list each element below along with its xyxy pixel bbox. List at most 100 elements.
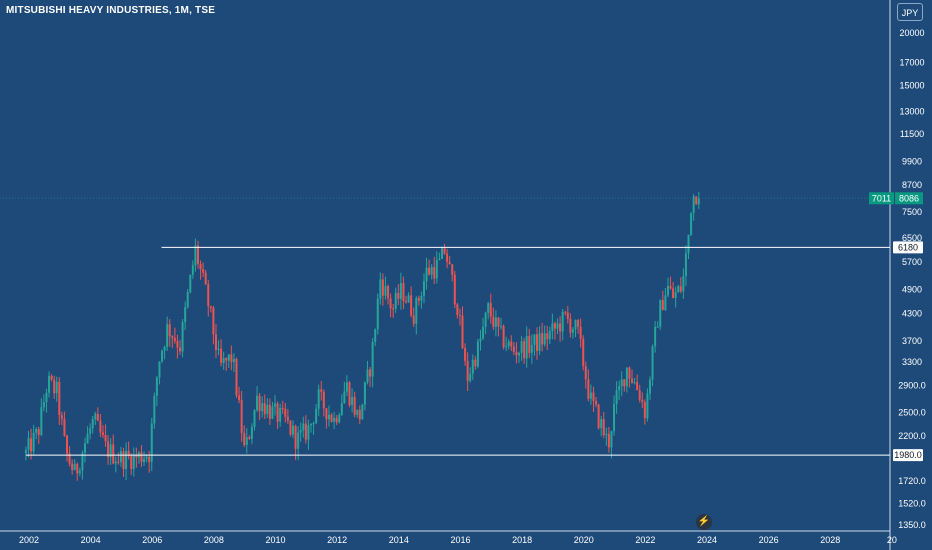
candle-body <box>597 404 600 429</box>
candle-body <box>181 322 184 352</box>
candle-body <box>276 403 279 422</box>
candle-body <box>214 334 217 350</box>
candle-body <box>312 423 315 425</box>
candle-body <box>335 418 338 423</box>
candle-body <box>125 450 128 469</box>
candle-body <box>227 354 230 361</box>
candle-body <box>320 389 323 392</box>
candle-body <box>415 298 418 324</box>
candle-body <box>361 404 364 420</box>
candle-body <box>577 320 580 327</box>
candle-body <box>528 336 531 353</box>
tradingview-logo-icon[interactable]: ⚡ <box>696 514 712 530</box>
candle-body <box>240 400 243 433</box>
candle-body <box>551 323 554 332</box>
candle-body <box>268 404 271 419</box>
candle-body <box>461 315 464 349</box>
candle-body <box>232 358 235 363</box>
candle-body <box>258 395 261 412</box>
candle-body <box>564 311 567 313</box>
candle-body <box>209 306 212 308</box>
candle-body <box>263 403 266 415</box>
candle-body <box>73 463 76 471</box>
candle-body <box>520 341 523 353</box>
candle-body <box>81 452 84 471</box>
x-tick-label: 2020 <box>574 535 594 545</box>
y-tick-label: 6500 <box>902 233 922 243</box>
candle-body <box>692 196 695 213</box>
candle-body <box>489 303 492 317</box>
candle-body <box>438 258 441 260</box>
candle-body <box>304 423 307 440</box>
y-tick-label: 2500.0 <box>898 408 926 418</box>
candle-body <box>155 377 158 397</box>
candle-body <box>338 414 341 423</box>
candle-body <box>235 358 238 396</box>
candle-body <box>24 449 27 454</box>
candle-body <box>99 420 102 433</box>
candle-body <box>166 324 169 347</box>
candle-body <box>620 379 623 387</box>
candle-body <box>325 408 328 420</box>
candle-body <box>538 333 541 351</box>
candle-body <box>222 358 225 363</box>
currency-button[interactable]: JPY <box>897 3 923 21</box>
ticker-badge <box>869 192 894 205</box>
candle-body <box>600 419 603 429</box>
time-axis[interactable]: 2002 2004 2006 2008 2010 2012 2014 2016 2018 2020… <box>19 535 897 545</box>
candle-body <box>643 402 646 419</box>
candle-body <box>399 282 402 299</box>
candle-body <box>94 413 97 420</box>
candle-body <box>525 336 528 359</box>
candle-body <box>119 451 122 463</box>
candle-body <box>91 419 94 429</box>
x-tick-label: 2004 <box>81 535 101 545</box>
candle-body <box>333 418 336 422</box>
candle-body <box>66 435 69 454</box>
candle-body <box>648 379 651 394</box>
level-badge <box>893 241 923 254</box>
candle-body <box>299 430 302 433</box>
candle-body <box>292 425 295 435</box>
candle-body <box>196 245 199 264</box>
candle-body <box>243 432 246 445</box>
candle-body <box>71 463 74 471</box>
candle-body <box>553 323 556 329</box>
candle-body <box>435 259 438 279</box>
candle-body <box>682 276 685 292</box>
y-tick-label: 2900.0 <box>898 380 926 390</box>
candle-body <box>207 284 210 307</box>
candle-body <box>584 366 587 380</box>
candle-body <box>641 399 644 403</box>
candle-body <box>412 315 415 324</box>
candle-body <box>309 423 312 426</box>
candle-body <box>446 253 449 262</box>
price-axis[interactable]: 20000 17000 15000 13000 11500 9900 8700 7500 650… <box>898 28 926 530</box>
candle-body <box>27 438 30 450</box>
candle-body <box>184 307 187 323</box>
candle-body <box>348 382 351 406</box>
candle-body <box>143 458 146 462</box>
candle-body <box>507 341 510 347</box>
candle-body <box>512 346 515 353</box>
candle-body <box>358 409 361 420</box>
candle-body <box>78 470 81 474</box>
candle-body <box>369 369 372 377</box>
candle-body <box>530 344 533 353</box>
candle-body <box>217 348 220 350</box>
candle-body <box>615 390 618 404</box>
candle-body <box>556 323 559 329</box>
candle-body <box>68 453 71 464</box>
candle-body <box>356 409 359 415</box>
candle-body <box>397 292 400 299</box>
candle-body <box>279 408 282 422</box>
y-tick-label: 4900 <box>902 285 922 295</box>
candle-body <box>559 323 562 332</box>
candles-layer <box>24 192 700 481</box>
candle-body <box>212 307 215 335</box>
candle-body <box>535 334 538 351</box>
candle-body <box>607 433 610 448</box>
y-tick-label: 15000 <box>899 81 924 91</box>
